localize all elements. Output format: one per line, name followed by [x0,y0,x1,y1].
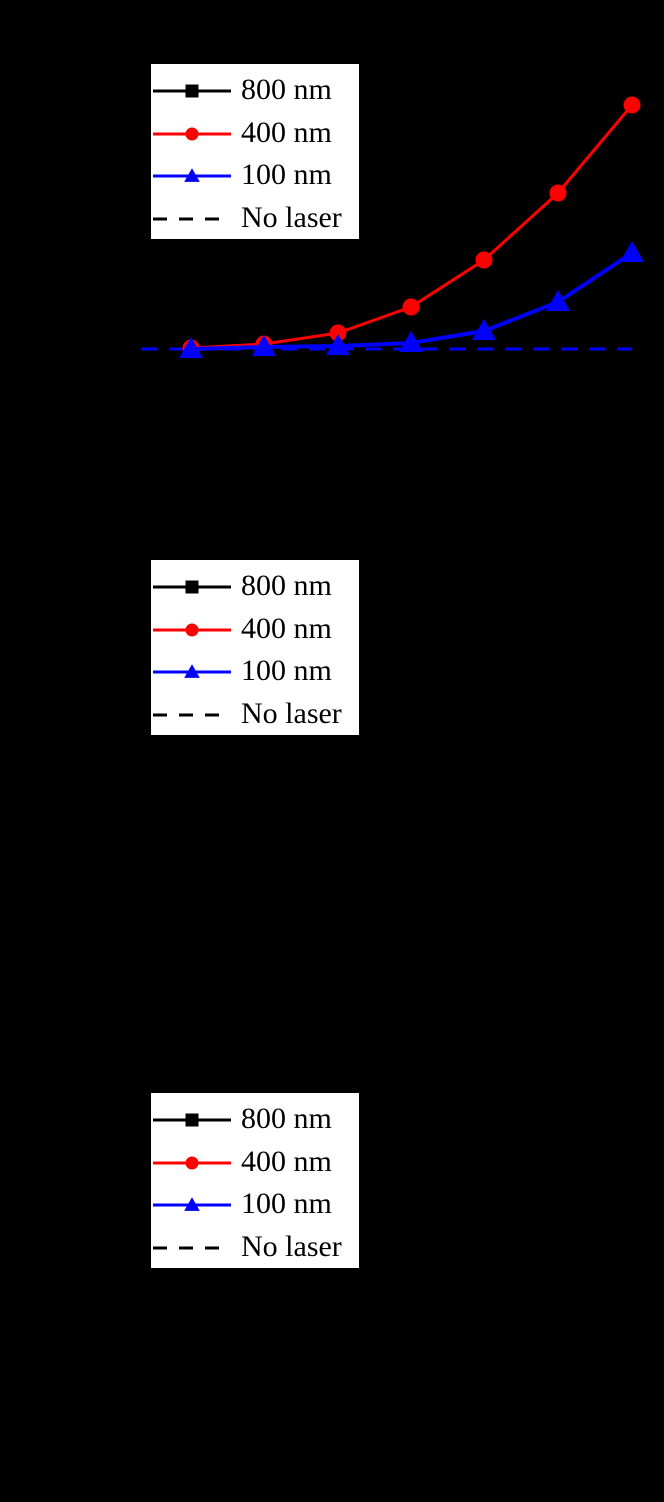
legend-item: 800 nm [151,1099,359,1141]
legend-item: 100 nm [151,651,359,693]
data-point [252,335,276,356]
legend-item: No laser [151,694,359,736]
data-point [620,241,644,262]
legend-label: No laser [241,1229,342,1263]
legend-1: 800 nm 400 nm 100 nm No laser [151,64,359,239]
legend-label: 400 nm [241,115,332,149]
data-point [546,290,570,311]
legend-label: 800 nm [241,569,332,602]
dashed-line-icon [153,217,231,220]
legend-item: 400 nm [151,1142,359,1184]
dashed-line-icon [153,1246,231,1249]
legend-item: 100 nm [151,1184,359,1226]
data-point [179,337,203,358]
square-marker-icon [153,84,231,98]
data-point [475,251,493,269]
legend-item: 400 nm [151,113,359,155]
data-point [549,184,567,202]
legend-item: No laser [151,198,359,240]
legend-label: 400 nm [241,611,332,645]
data-point [402,298,420,316]
circle-marker-icon [153,127,231,140]
triangle-marker-icon [153,1197,231,1211]
legend-label: No laser [241,696,342,730]
chart-panel-3: 800 nm 400 nm 100 nm No laser [0,1000,664,1500]
legend-label: 100 nm [241,158,332,191]
data-point [326,334,350,355]
legend-label: 400 nm [241,1144,332,1178]
data-point [329,324,347,342]
triangle-marker-icon [153,664,231,678]
square-marker-icon [153,1113,231,1127]
legend-item: 800 nm [151,70,359,112]
legend-label: 100 nm [241,1187,332,1220]
square-marker-icon [153,580,231,594]
dashed-line-icon [153,713,231,716]
legend-label: 100 nm [241,654,332,687]
plot-area-1 [141,96,644,358]
circle-marker-icon [153,1156,231,1169]
chart-panel-2: 800 nm 400 nm 100 nm No laser [0,500,664,1000]
legend-label: 800 nm [241,1102,332,1135]
legend-item: 100 nm [151,155,359,197]
legend-label: No laser [241,200,342,234]
legend-item: 800 nm [151,566,359,608]
legend-2: 800 nm 400 nm 100 nm No laser [151,560,359,735]
data-point [472,319,496,340]
circle-marker-icon [153,623,231,636]
legend-label: 800 nm [241,73,332,106]
legend-item: 400 nm [151,609,359,651]
data-point [399,331,423,352]
legend-3: 800 nm 400 nm 100 nm No laser [151,1093,359,1268]
chart-panel-1: 800 nm 400 nm 100 nm No laser [0,0,664,500]
data-point [623,96,641,114]
legend-item: No laser [151,1227,359,1269]
triangle-marker-icon [153,168,231,182]
